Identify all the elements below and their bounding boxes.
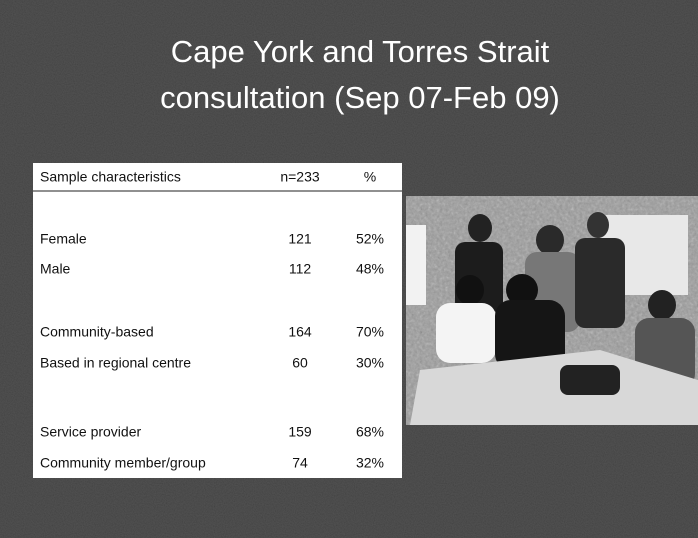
table-cell: 121 bbox=[288, 231, 312, 247]
header-cell: n=233 bbox=[280, 169, 320, 185]
table-cell: 52% bbox=[356, 231, 384, 247]
table-cell: 70% bbox=[356, 324, 384, 340]
title-line: Cape York and Torres Strait bbox=[171, 34, 550, 69]
table-cell: 68% bbox=[356, 424, 384, 440]
table-cell: Community-based bbox=[40, 324, 154, 340]
table-cell: 60 bbox=[292, 355, 308, 371]
table-cell: Community member/group bbox=[40, 455, 206, 471]
table-cell: 164 bbox=[288, 324, 312, 340]
table-box bbox=[33, 163, 402, 478]
table-cell: 30% bbox=[356, 355, 384, 371]
header-cell: % bbox=[364, 169, 376, 185]
header-cell: Sample characteristics bbox=[40, 169, 181, 185]
table-cell: 74 bbox=[292, 455, 308, 471]
table-cell: Service provider bbox=[40, 424, 141, 440]
photo bbox=[406, 196, 698, 425]
table-cell: 112 bbox=[289, 261, 312, 277]
table-cell: 32% bbox=[356, 455, 384, 471]
table-cell: 48% bbox=[356, 261, 384, 277]
table-cell: Male bbox=[40, 261, 71, 277]
table: Sample characteristics n=233 % Female 121 52%… bbox=[40, 169, 384, 471]
title-line: consultation (Sep 07-Feb 09) bbox=[160, 80, 560, 115]
table-cell: Based in regional centre bbox=[40, 355, 191, 371]
table-cell: Female bbox=[40, 231, 87, 247]
table-cell: 159 bbox=[288, 424, 312, 440]
